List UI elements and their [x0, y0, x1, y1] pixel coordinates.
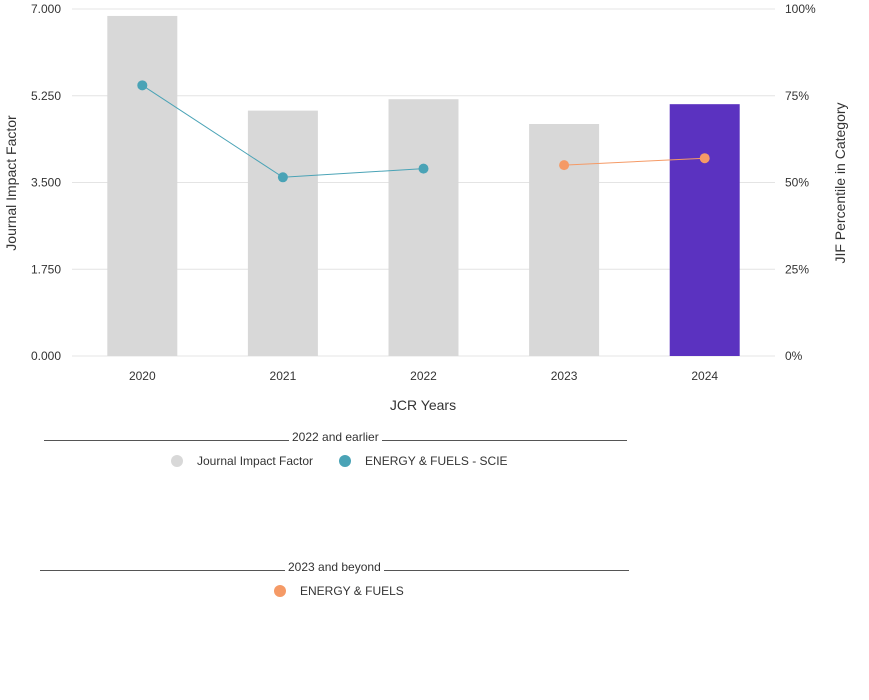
series-line-1: [564, 157, 705, 166]
legend-item-energy-fuels-scie[interactable]: ENERGY & FUELS - SCIE: [339, 454, 508, 468]
series-point-2020[interactable]: [137, 80, 148, 91]
legend-rule: [383, 570, 629, 571]
x-tick-label: 2023: [551, 369, 578, 383]
y-axis-ticks: 0.000 1.750 3.500 5.250 7.000: [31, 2, 61, 363]
y2-tick-label: 25%: [785, 262, 809, 276]
bar-2022[interactable]: [388, 99, 459, 356]
legend-heading: 2022 and earlier: [44, 430, 627, 444]
series-point-2023[interactable]: [559, 160, 570, 171]
x-tick-label: 2024: [691, 369, 718, 383]
y-tick-label: 0.000: [31, 349, 61, 363]
y2-tick-label: 50%: [785, 176, 809, 190]
jif-chart: 0.000 1.750 3.500 5.250 7.000 0% 25% 50% 75% 100…: [3, 2, 848, 413]
x-tick-label: 2020: [129, 369, 156, 383]
y2-tick-label: 75%: [785, 89, 809, 103]
legend-rule: [40, 570, 285, 571]
legend-item-journal-impact-factor[interactable]: Journal Impact Factor: [171, 454, 313, 468]
x-axis-ticks: 2020 2021 2022 2023 2024: [129, 369, 718, 383]
bar-2020[interactable]: [107, 15, 178, 356]
bar-2021[interactable]: [247, 110, 318, 356]
y2-axis-ticks: 0% 25% 50% 75% 100%: [785, 2, 816, 363]
legend-swatch: [339, 455, 352, 467]
legend-heading-text: 2023 and beyond: [288, 560, 381, 574]
series-point-2022[interactable]: [418, 163, 429, 174]
legend-label: Journal Impact Factor: [197, 454, 314, 468]
x-axis-title: JCR Years: [390, 397, 456, 413]
legend-heading: 2023 and beyond: [40, 560, 629, 574]
legend-heading-text: 2022 and earlier: [292, 430, 379, 444]
legend-label: ENERGY & FUELS - SCIE: [365, 454, 508, 468]
bar-2023[interactable]: [529, 124, 600, 357]
legend-item-energy-fuels[interactable]: ENERGY & FUELS: [274, 584, 404, 598]
legend-items: ENERGY & FUELS: [274, 584, 404, 598]
legend-rule: [44, 440, 289, 441]
series-point-2024[interactable]: [699, 153, 710, 164]
y2-axis-title: JIF Percentile in Category: [832, 102, 848, 263]
bars-group: [107, 15, 740, 357]
y2-tick-label: 100%: [785, 2, 816, 16]
series-point-2021[interactable]: [277, 172, 288, 183]
lines-group: [137, 80, 710, 183]
x-tick-label: 2022: [410, 369, 437, 383]
y-tick-label: 3.500: [31, 176, 61, 190]
bar-2024[interactable]: [669, 104, 740, 356]
legend-rule: [381, 440, 627, 441]
x-tick-label: 2021: [270, 369, 297, 383]
legend-items: Journal Impact Factor ENERGY & FUELS - S…: [171, 454, 508, 468]
legend-swatch: [274, 585, 286, 597]
y-axis-title: Journal Impact Factor: [3, 115, 19, 251]
legend-label: ENERGY & FUELS: [300, 584, 404, 598]
y-tick-label: 5.250: [31, 89, 61, 103]
y2-tick-label: 0%: [785, 349, 803, 363]
y-tick-label: 1.750: [31, 262, 61, 276]
legend-swatch: [171, 455, 183, 467]
y-tick-label: 7.000: [31, 2, 61, 16]
